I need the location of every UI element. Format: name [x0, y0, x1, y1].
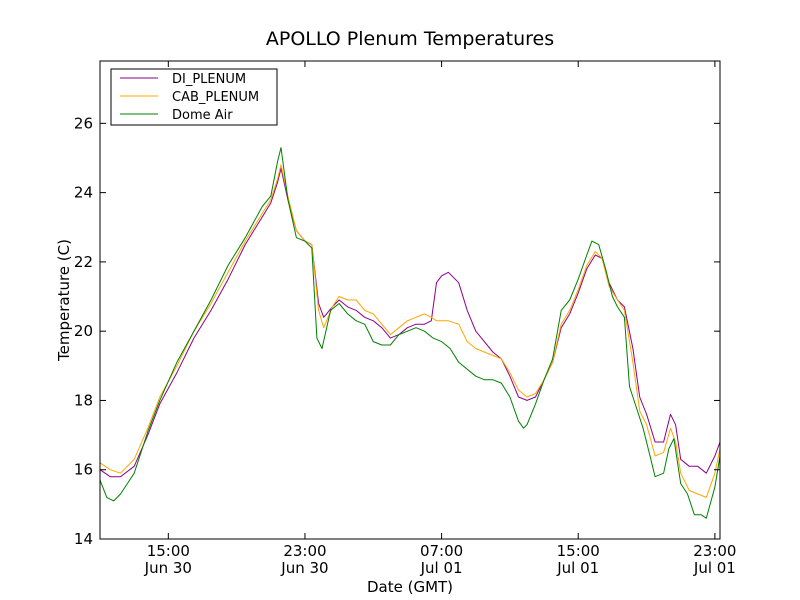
x-tick-label-date: Jul 01 — [693, 559, 736, 577]
y-axis-label: Temperature (C) — [55, 239, 73, 362]
y-tick-label: 26 — [74, 114, 93, 132]
y-tick-label: 16 — [74, 461, 93, 479]
legend-label-dome-air: Dome Air — [172, 108, 233, 123]
x-tick-label-time: 07:00 — [420, 542, 463, 560]
x-tick-label-date: Jun 30 — [144, 559, 192, 577]
x-tick-label-date: Jul 01 — [420, 559, 463, 577]
y-tick-label: 22 — [74, 253, 93, 271]
x-tick-label-date: Jun 30 — [280, 559, 328, 577]
x-tick-label-date: Jul 01 — [556, 559, 599, 577]
y-tick-label: 20 — [74, 322, 93, 340]
legend-label-di-plenum: DI_PLENUM — [172, 72, 246, 87]
y-tick-label: 24 — [74, 184, 93, 202]
legend-label-cab-plenum: CAB_PLENUM — [172, 90, 259, 105]
x-tick-label-time: 23:00 — [283, 542, 326, 560]
x-axis-label: Date (GMT) — [367, 578, 453, 596]
x-tick-label-time: 15:00 — [147, 542, 190, 560]
chart-title: APOLLO Plenum Temperatures — [266, 28, 554, 50]
chart-figure: APOLLO Plenum Temperatures 14 16 18 20 22 24 2… — [0, 0, 800, 600]
legend: DI_PLENUM CAB_PLENUM Dome Air — [111, 69, 277, 125]
x-tick-label-time: 23:00 — [693, 542, 736, 560]
y-tick-label: 14 — [74, 530, 93, 548]
y-tick-label: 18 — [74, 391, 93, 409]
x-tick-label-time: 15:00 — [557, 542, 600, 560]
